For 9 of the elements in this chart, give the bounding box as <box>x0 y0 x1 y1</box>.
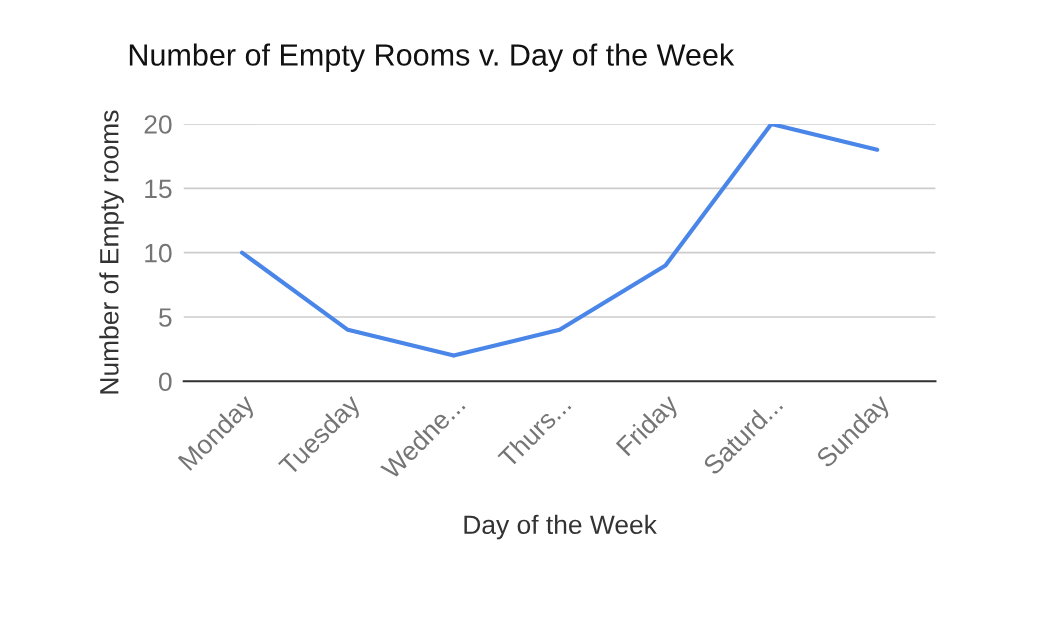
x-axis-title: Day of the Week <box>464 514 657 540</box>
y-tick-label: 10 <box>145 243 172 263</box>
y-tick-label: 0 <box>158 372 172 392</box>
y-tick-label: 15 <box>145 179 172 199</box>
y-tick-label: 20 <box>144 115 172 134</box>
y-tick-label: 5 <box>159 308 172 327</box>
line-series <box>239 124 880 358</box>
y-axis-title: Number of Empty rooms <box>99 110 124 394</box>
chart-title: Number of Empty Rooms v. Day of the Week <box>129 43 735 72</box>
